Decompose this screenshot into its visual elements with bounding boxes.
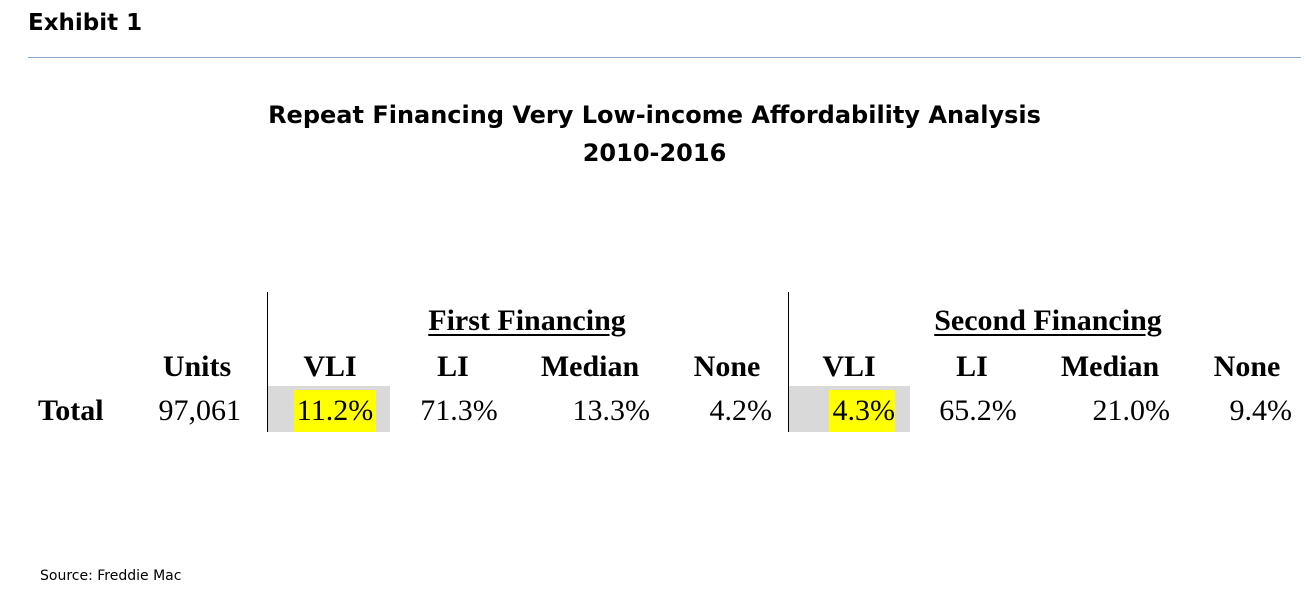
column-header-median-first: Median (540, 350, 640, 383)
column-header-li-first: LI (437, 350, 469, 383)
table-divider-second (788, 292, 789, 432)
group-header-first-financing: First Financing (428, 304, 626, 337)
cell-vli-first: 11.2% (296, 394, 374, 427)
chart-subtitle: 2010-2016 (582, 139, 727, 167)
cell-li-second: 65.2% (939, 394, 1017, 427)
column-header-li-second: LI (956, 350, 988, 383)
column-header-none-first: None (693, 350, 761, 383)
column-header-none-second: None (1213, 350, 1281, 383)
column-header-units: Units (162, 350, 232, 383)
cell-vli-second: 4.3% (832, 394, 896, 427)
source-note: Source: Freddie Mac (40, 568, 182, 584)
chart-title: Repeat Financing Very Low-income Afforda… (268, 101, 1041, 129)
cell-units: 97,061 (158, 394, 242, 427)
vli-second-highlight (829, 390, 895, 432)
vli-first-highlight (294, 390, 376, 432)
cell-li-first: 71.3% (420, 394, 498, 427)
column-header-vli-second: VLI (822, 350, 876, 383)
table-divider-first (267, 292, 268, 432)
column-header-vli-first: VLI (303, 350, 357, 383)
group-header-second-financing: Second Financing (934, 304, 1162, 337)
cell-median-first: 13.3% (572, 394, 651, 427)
row-label-total: Total (38, 394, 104, 427)
cell-median-second: 21.0% (1092, 394, 1171, 427)
exhibit-label: Exhibit 1 (28, 10, 143, 36)
header-divider (28, 57, 1301, 58)
cell-none-first: 4.2% (709, 394, 773, 427)
column-header-median-second: Median (1060, 350, 1160, 383)
cell-none-second: 9.4% (1229, 394, 1293, 427)
